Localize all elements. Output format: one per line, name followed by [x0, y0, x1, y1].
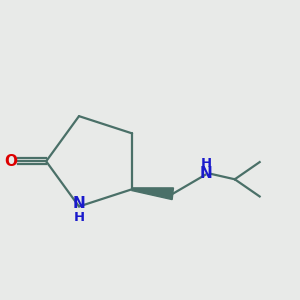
- Text: O: O: [4, 154, 17, 169]
- Text: N: N: [200, 166, 213, 181]
- Text: H: H: [201, 157, 212, 170]
- Text: N: N: [73, 196, 85, 211]
- Text: H: H: [74, 211, 85, 224]
- Polygon shape: [132, 188, 173, 200]
